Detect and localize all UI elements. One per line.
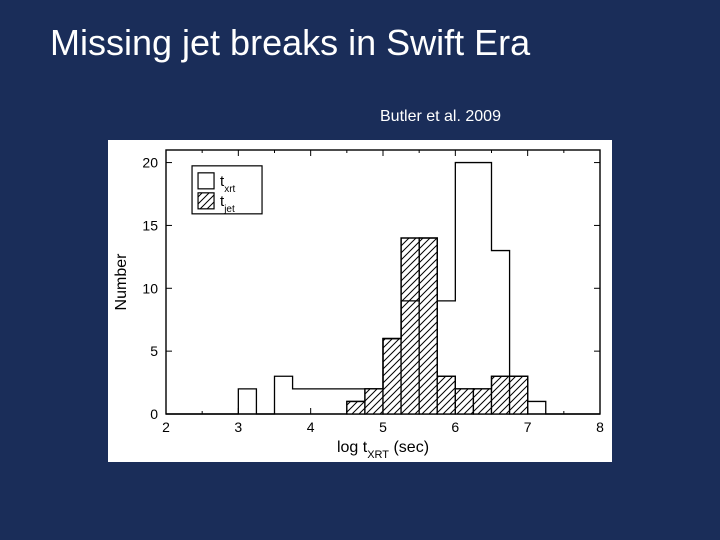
- svg-text:0: 0: [150, 406, 158, 422]
- svg-text:2: 2: [162, 419, 170, 435]
- svg-text:7: 7: [524, 419, 532, 435]
- svg-text:6: 6: [451, 419, 459, 435]
- slide-title: Missing jet breaks in Swift Era: [50, 22, 530, 64]
- svg-text:10: 10: [142, 280, 158, 296]
- svg-text:4: 4: [307, 419, 315, 435]
- svg-text:5: 5: [150, 343, 158, 359]
- svg-text:20: 20: [142, 155, 158, 171]
- slide: Missing jet breaks in Swift Era Butler e…: [0, 0, 720, 540]
- svg-text:8: 8: [596, 419, 604, 435]
- svg-text:log tXRT (sec): log tXRT (sec): [337, 439, 429, 461]
- svg-text:Number: Number: [113, 253, 130, 311]
- svg-text:3: 3: [234, 419, 242, 435]
- svg-text:5: 5: [379, 419, 387, 435]
- chart-svg: 234567805101520Numberlog tXRT (sec)txrtt…: [108, 140, 612, 462]
- citation-text: Butler et al. 2009: [380, 108, 501, 126]
- svg-text:15: 15: [142, 217, 158, 233]
- histogram-chart: 234567805101520Numberlog tXRT (sec)txrtt…: [108, 140, 612, 462]
